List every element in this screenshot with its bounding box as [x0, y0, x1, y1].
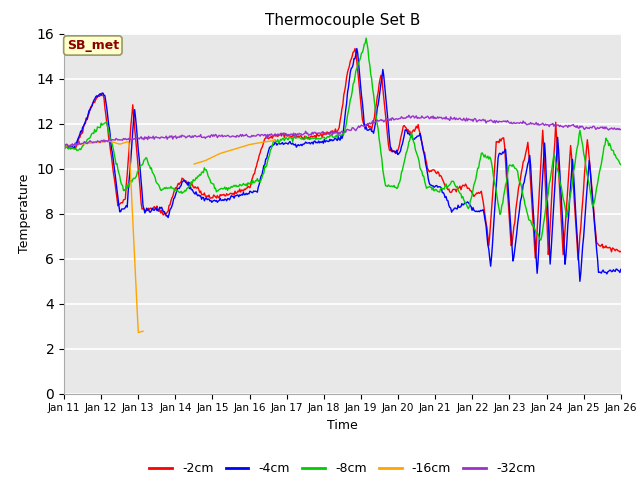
Title: Thermocouple Set B: Thermocouple Set B — [265, 13, 420, 28]
X-axis label: Time: Time — [327, 419, 358, 432]
Y-axis label: Temperature: Temperature — [18, 174, 31, 253]
Text: SB_met: SB_met — [67, 39, 119, 52]
Legend: -2cm, -4cm, -8cm, -16cm, -32cm: -2cm, -4cm, -8cm, -16cm, -32cm — [145, 457, 540, 480]
